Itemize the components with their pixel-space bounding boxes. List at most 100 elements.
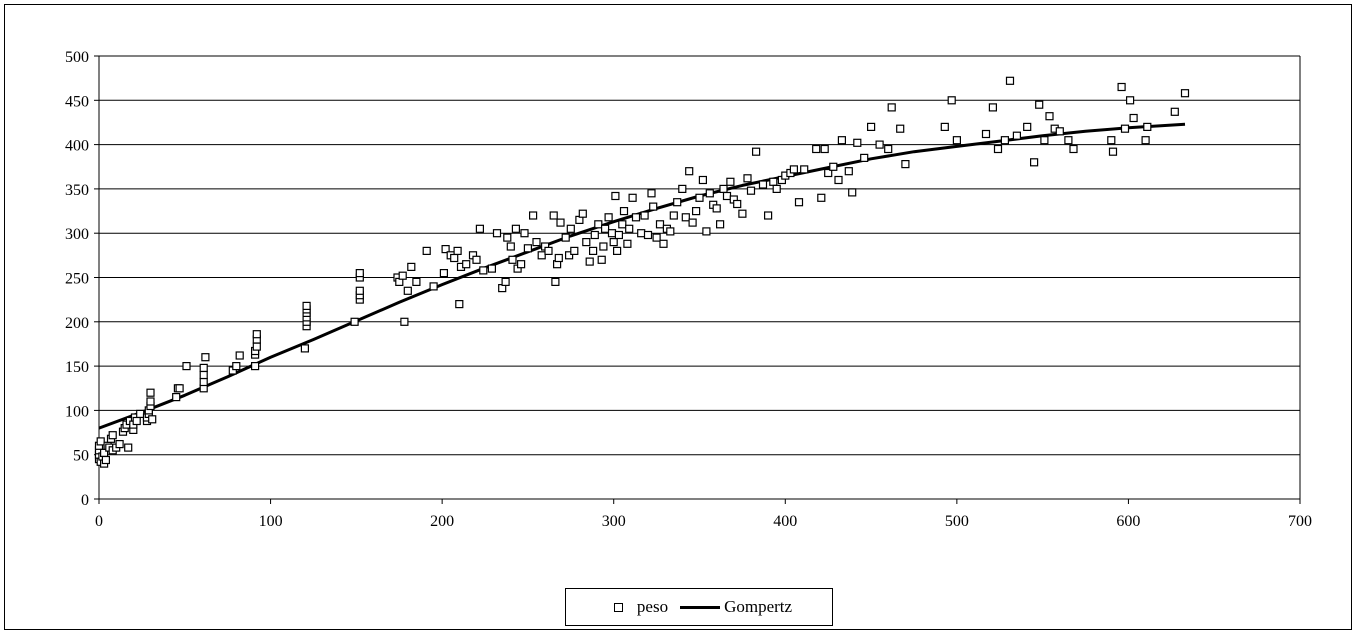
y-tick-label: 200 — [65, 315, 89, 332]
peso-point — [96, 437, 105, 446]
legend-label-gompertz: Gompertz — [724, 597, 793, 616]
peso-point — [769, 177, 778, 186]
peso-point — [789, 165, 799, 174]
peso-point — [695, 193, 704, 202]
peso-point — [1129, 113, 1138, 123]
peso-point — [1069, 144, 1078, 154]
peso-point — [614, 230, 624, 240]
peso-point — [763, 211, 773, 220]
x-tick-label: 200 — [430, 513, 454, 530]
peso-point — [940, 122, 949, 132]
peso-point — [400, 317, 409, 326]
peso-point — [475, 224, 484, 233]
y-tick-label: 100 — [65, 403, 89, 420]
peso-point — [564, 251, 574, 260]
tick-labels: 0 50 100 150 200 250 300 350 400 450 500 0 100 200 300… — [65, 49, 1312, 530]
peso-point — [875, 140, 884, 149]
peso-point — [455, 300, 464, 309]
peso-point — [508, 255, 517, 264]
peso-point — [712, 204, 721, 213]
peso-point — [623, 239, 632, 248]
peso-point — [599, 242, 608, 251]
peso-point — [403, 286, 412, 295]
peso-point — [1125, 96, 1135, 105]
y-tick-label: 0 — [81, 492, 89, 509]
peso-point — [673, 198, 682, 207]
peso-point — [947, 96, 956, 105]
legend-entry-gompertz: Gompertz — [680, 597, 792, 617]
peso-point — [666, 227, 675, 236]
peso-point — [609, 238, 618, 247]
x-tick-label: 500 — [945, 513, 969, 530]
peso-point — [655, 220, 665, 229]
series-gompertz — [98, 122, 1186, 430]
x-tick-label: 600 — [1116, 513, 1140, 530]
peso-point — [101, 455, 111, 465]
peso-point — [439, 269, 448, 278]
peso-point — [829, 162, 838, 171]
peso-point — [1040, 136, 1049, 145]
peso-point — [590, 230, 599, 240]
peso-point — [1107, 136, 1116, 145]
peso-point — [1000, 136, 1010, 145]
peso-point — [407, 262, 416, 271]
peso-point — [472, 255, 481, 264]
peso-point — [800, 165, 809, 174]
peso-point — [652, 233, 661, 242]
peso-point — [492, 229, 502, 238]
peso-point — [604, 213, 613, 222]
peso-point — [1141, 136, 1150, 145]
y-tick-label: 50 — [73, 448, 89, 465]
peso-point — [523, 244, 533, 253]
y-tick-label: 250 — [65, 271, 89, 288]
peso-point — [751, 147, 761, 156]
legend-entry-peso: peso — [606, 597, 668, 617]
peso-point — [549, 211, 558, 220]
peso-point — [506, 242, 515, 251]
peso-point — [649, 202, 658, 211]
peso-point — [837, 136, 847, 145]
peso-point — [462, 260, 471, 269]
peso-point — [503, 233, 512, 242]
peso-point — [988, 103, 998, 112]
peso-point — [251, 362, 260, 371]
peso-point — [108, 431, 117, 440]
peso-point — [1108, 147, 1118, 156]
peso-point — [597, 255, 606, 264]
line-marker-icon — [680, 600, 721, 614]
y-tick-label: 450 — [65, 93, 89, 110]
peso-point — [398, 271, 407, 280]
peso-point — [355, 269, 364, 278]
peso-point — [175, 384, 184, 393]
peso-point — [232, 362, 241, 371]
gompertz-curve — [98, 122, 1186, 430]
peso-point — [993, 144, 1003, 154]
peso-point — [896, 124, 905, 133]
peso-point — [422, 246, 431, 255]
y-tick-label: 300 — [65, 226, 89, 243]
peso-point — [618, 220, 627, 229]
peso-point — [834, 175, 843, 185]
peso-point — [952, 136, 962, 145]
plot-area: 0 50 100 150 200 250 300 350 400 450 500 0 100 200 300… — [65, 49, 1312, 530]
peso-point — [355, 286, 364, 295]
peso-point — [631, 213, 641, 222]
peso-point — [719, 184, 728, 193]
peso-point — [640, 211, 649, 220]
axes — [94, 55, 1301, 504]
peso-point — [733, 199, 742, 209]
peso-point — [817, 193, 826, 202]
peso-point — [698, 175, 708, 185]
peso-point — [199, 363, 208, 372]
peso-point — [659, 239, 668, 248]
y-tick-label: 400 — [65, 138, 89, 155]
peso-point — [300, 344, 309, 353]
peso-point — [511, 224, 520, 233]
peso-point — [681, 213, 690, 222]
peso-point — [1143, 122, 1152, 132]
x-tick-label: 400 — [773, 513, 797, 530]
peso-point — [844, 167, 853, 176]
x-tick-label: 0 — [95, 513, 103, 530]
peso-point — [794, 198, 804, 207]
peso-point — [726, 177, 735, 186]
